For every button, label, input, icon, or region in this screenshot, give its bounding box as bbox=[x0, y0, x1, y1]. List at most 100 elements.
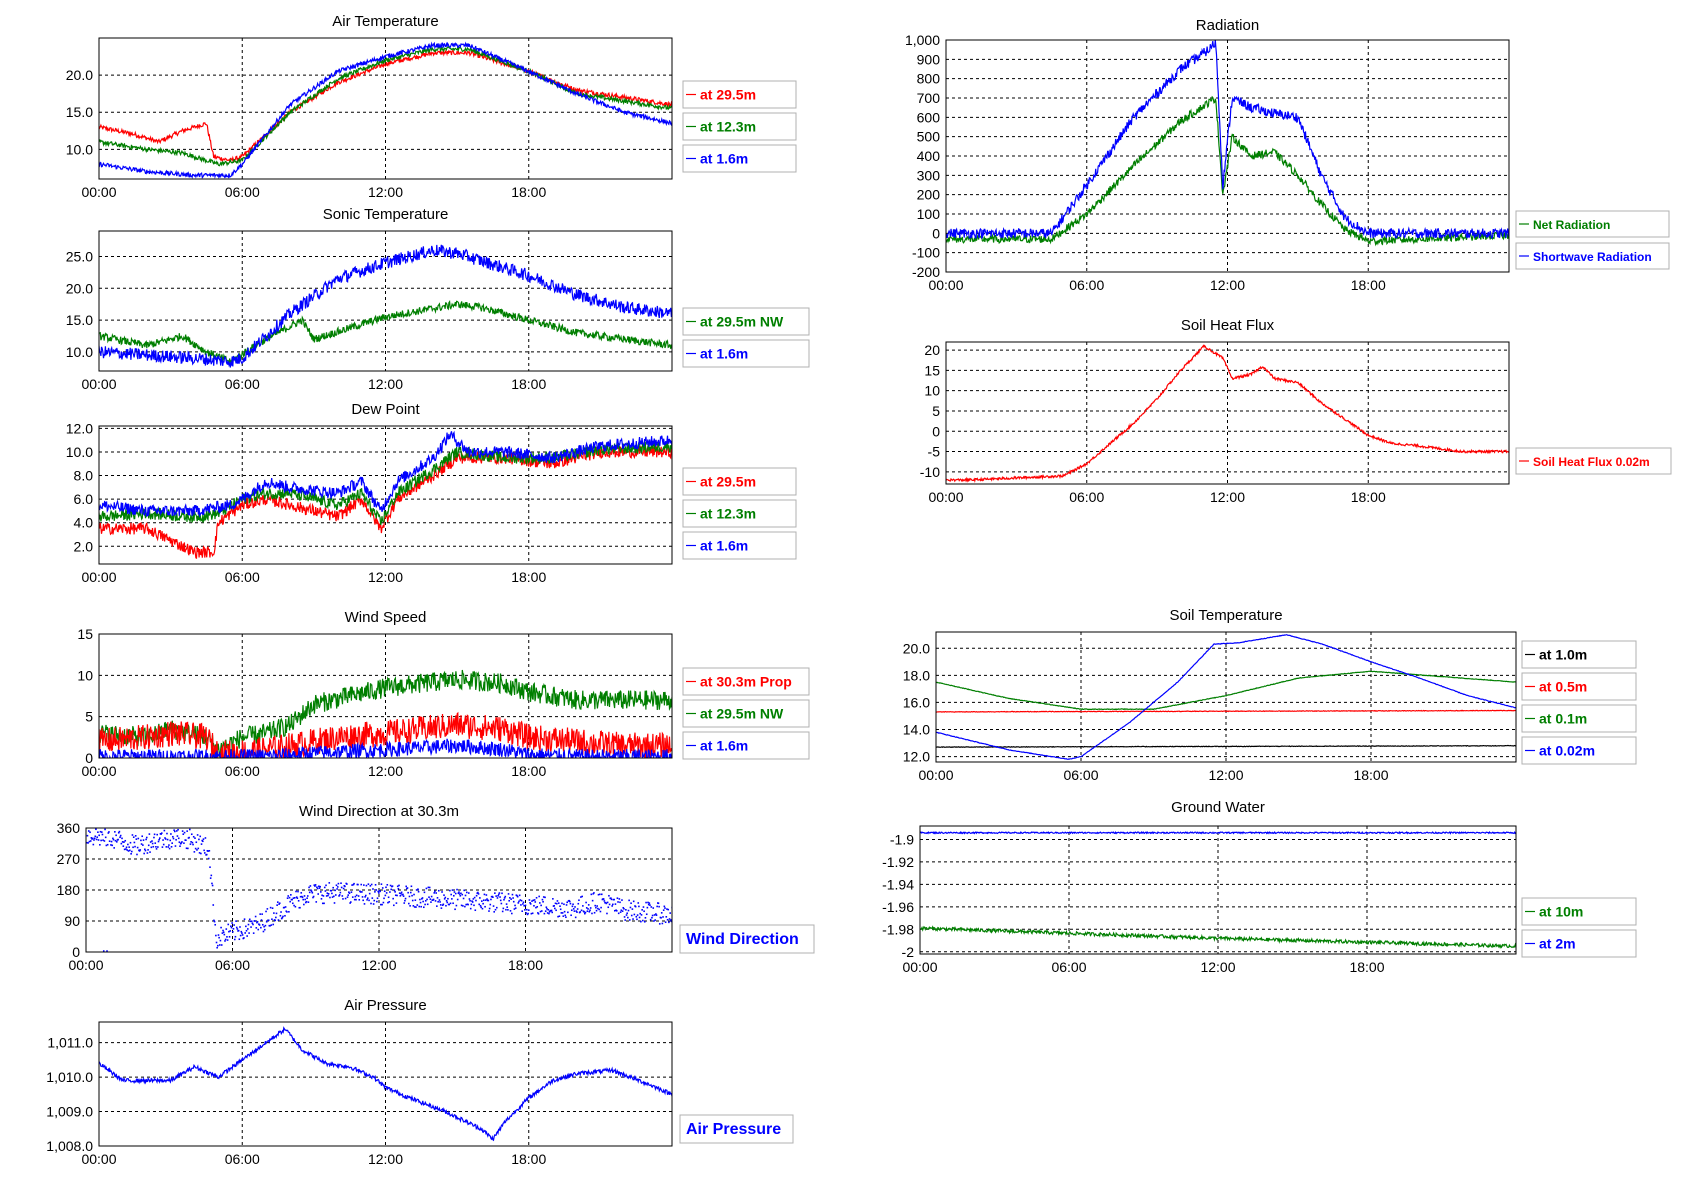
wind-direction-point bbox=[262, 930, 265, 933]
wind-direction-point bbox=[335, 884, 338, 887]
wind-direction-point bbox=[520, 904, 522, 906]
wind-direction-point bbox=[326, 892, 329, 894]
wind-direction-point bbox=[661, 922, 664, 925]
y-tick-label: -1.92 bbox=[882, 854, 914, 870]
wind-direction-point bbox=[606, 901, 609, 904]
wind-direction-point bbox=[540, 910, 543, 912]
wind-direction-point bbox=[192, 835, 195, 838]
wind-direction-point bbox=[319, 885, 321, 888]
wind-direction-point bbox=[598, 908, 600, 911]
wind-direction-point bbox=[222, 931, 225, 934]
wind-direction-point bbox=[121, 837, 123, 840]
wind-direction-point bbox=[442, 903, 445, 906]
legend-box bbox=[1521, 897, 1637, 926]
wind-direction-point bbox=[311, 891, 314, 894]
wind-direction-point bbox=[86, 841, 88, 844]
wind-direction-point bbox=[133, 841, 136, 844]
y-tick-label: -1.96 bbox=[882, 899, 914, 915]
wind-direction-point bbox=[119, 836, 121, 839]
wind-direction-point bbox=[408, 902, 410, 905]
wind-direction-point bbox=[199, 835, 202, 838]
wind-direction-point bbox=[127, 850, 130, 852]
x-tick-label: 12:00 bbox=[1208, 767, 1243, 783]
wind-direction-point bbox=[243, 918, 246, 920]
wind-direction-point bbox=[421, 897, 424, 899]
wind-direction-point bbox=[554, 907, 556, 910]
wind-direction-point bbox=[99, 830, 102, 833]
wind-direction-point bbox=[164, 837, 166, 839]
wind-direction-point bbox=[130, 850, 133, 853]
wind-direction-point bbox=[422, 906, 425, 909]
wind-direction-point bbox=[318, 885, 320, 888]
wind-direction-point bbox=[587, 904, 590, 906]
wind-direction-point bbox=[461, 893, 464, 896]
wind-direction-point bbox=[366, 898, 368, 901]
x-tick-label: 06:00 bbox=[215, 957, 250, 973]
wind-direction-point bbox=[222, 929, 224, 932]
wind-direction-point bbox=[592, 892, 595, 895]
wind-direction-point bbox=[218, 936, 220, 939]
x-tick-label: 06:00 bbox=[1069, 489, 1104, 505]
wind-direction-point bbox=[392, 897, 394, 900]
wind-direction-point bbox=[448, 903, 451, 906]
radiation-title: Radiation bbox=[1196, 17, 1259, 34]
wind-direction-point bbox=[505, 903, 508, 905]
wind-direction-point bbox=[634, 905, 637, 908]
wind-direction-point bbox=[196, 834, 199, 836]
air-temp-legend: at 29.5m at 12.3m at 1.6m bbox=[682, 80, 797, 173]
wind-direction-point bbox=[396, 894, 398, 897]
wind-direction-point bbox=[149, 851, 151, 853]
soil-temp-legend: at 1.0m at 0.5m at 0.1m at 0.02m bbox=[1521, 640, 1637, 765]
wind-direction-point bbox=[522, 903, 524, 905]
legend-label: at 1.6m bbox=[700, 538, 748, 554]
wind-direction-point bbox=[256, 921, 258, 924]
wind-direction-point bbox=[207, 857, 210, 860]
wind-direction-point bbox=[597, 907, 599, 910]
wind-direction-point bbox=[524, 909, 526, 911]
wind-direction-point bbox=[250, 920, 253, 923]
sonic-temp-chart: Sonic Temperature 00:00 06:00 12:00 18:00 10.… bbox=[66, 206, 810, 392]
wind-direction-point bbox=[532, 899, 535, 902]
legend-box bbox=[682, 144, 797, 173]
y-tick-label: 0 bbox=[932, 225, 940, 241]
wind-direction-point bbox=[220, 944, 223, 946]
wind-direction-point bbox=[512, 897, 514, 899]
y-tick-label: 700 bbox=[917, 90, 941, 106]
series-at-29-5m-nw bbox=[99, 300, 672, 365]
wind-direction-point bbox=[437, 900, 439, 903]
wind-direction-point bbox=[578, 899, 580, 902]
wind-direction-point bbox=[529, 902, 531, 904]
wind-direction-point bbox=[503, 898, 505, 901]
sonic-temp-title: Sonic Temperature bbox=[323, 206, 449, 223]
wind-direction-point bbox=[236, 928, 239, 930]
wind-direction-point bbox=[144, 849, 147, 852]
wind-direction-point bbox=[518, 894, 521, 897]
wind-direction-point bbox=[667, 908, 670, 911]
y-tick-label: 20.0 bbox=[903, 640, 930, 656]
legend-label: at 1.6m bbox=[700, 151, 748, 167]
wind-direction-point bbox=[248, 918, 251, 921]
wind-direction-point bbox=[245, 929, 248, 932]
wind-direction-point bbox=[177, 837, 180, 840]
wind-direction-point bbox=[239, 934, 242, 937]
wind-direction-point bbox=[256, 920, 259, 923]
wind-direction-point bbox=[670, 920, 672, 923]
wind-direction-point bbox=[166, 838, 169, 841]
wind-direction-point bbox=[349, 901, 352, 903]
wind-direction-point bbox=[637, 902, 640, 904]
wind-direction-point bbox=[231, 922, 233, 924]
wind-direction-point bbox=[344, 897, 347, 900]
wind-direction-point bbox=[557, 915, 559, 918]
wind-direction-point bbox=[210, 874, 213, 877]
wind-direction-point bbox=[252, 932, 255, 934]
wind-direction-point bbox=[111, 844, 114, 847]
wind-direction-point bbox=[239, 926, 241, 928]
legend-box bbox=[679, 924, 815, 954]
wind-direction-point bbox=[115, 841, 118, 843]
wind-direction-point bbox=[418, 905, 421, 908]
wind-direction-point bbox=[417, 890, 420, 893]
wind-direction-point bbox=[584, 911, 587, 914]
wind-direction-point bbox=[156, 833, 158, 836]
wind-direction-point bbox=[439, 904, 442, 906]
legend-item-soil-heat-flux-0-02m: Soil Heat Flux 0.02m bbox=[1515, 447, 1672, 475]
